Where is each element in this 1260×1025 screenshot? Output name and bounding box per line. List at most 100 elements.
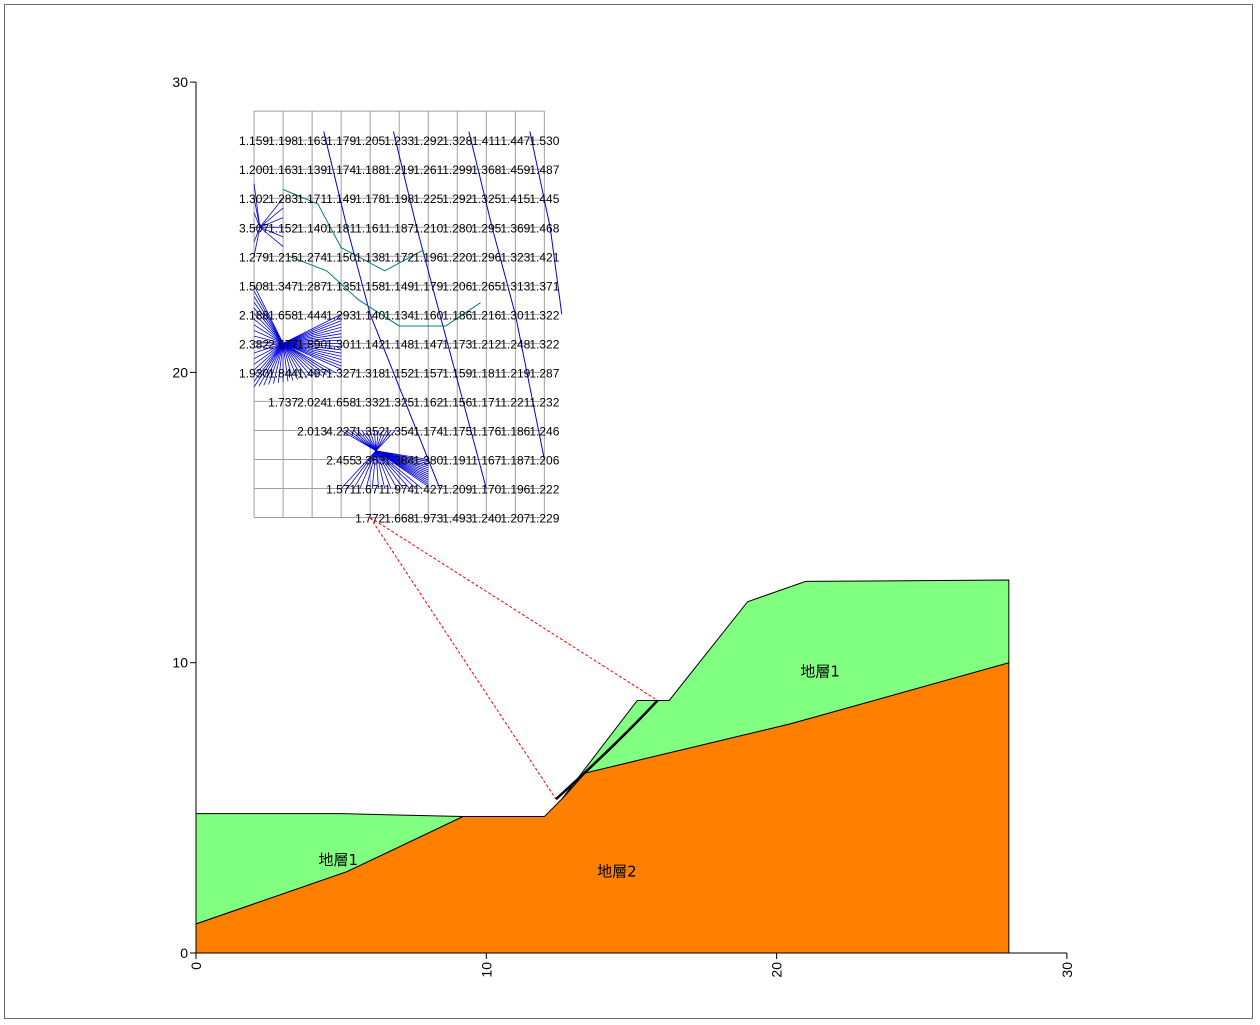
factor-of-safety-value: 1.219 <box>384 163 414 177</box>
factor-of-safety-value: 1.138 <box>355 250 385 264</box>
factor-of-safety-value: 1.167 <box>471 453 501 467</box>
contour-line <box>282 320 342 344</box>
contour-line <box>283 342 342 347</box>
factor-of-safety-value: 1.170 <box>471 483 501 497</box>
factor-of-safety-value: 1.737 <box>268 395 298 409</box>
contour-line <box>375 430 392 452</box>
safety-factor-contours <box>253 131 563 489</box>
factor-of-safety-value: 1.354 <box>384 424 414 438</box>
contour-line <box>259 207 284 228</box>
factor-of-safety-value: 1.508 <box>239 279 269 293</box>
factor-of-safety-value: 1.178 <box>355 192 385 206</box>
layer-labels: 地層1 地層2 地層1 <box>318 662 839 880</box>
factor-of-safety-value: 1.444 <box>297 308 327 322</box>
contour-line <box>282 343 332 375</box>
contour-line <box>282 343 303 380</box>
contour-line <box>253 290 284 344</box>
factor-of-safety-value: 1.187 <box>384 221 414 235</box>
factor-of-safety-value: 1.187 <box>500 453 530 467</box>
contour-line <box>375 450 410 489</box>
contour-line <box>254 342 284 348</box>
factor-of-safety-value: 1.198 <box>268 134 298 148</box>
factor-of-safety-value: 1.280 <box>442 221 472 235</box>
contour-line <box>253 285 284 344</box>
factor-of-safety-value: 1.206 <box>442 279 472 293</box>
factor-of-safety-value: 1.380 <box>413 453 443 467</box>
factor-of-safety-value: 1.974 <box>384 483 414 497</box>
factor-of-safety-value: 1.210 <box>413 221 443 235</box>
factor-of-safety-value: 1.301 <box>500 308 530 322</box>
factor-of-safety-value: 1.191 <box>442 453 472 467</box>
factor-of-safety-value: 1.179 <box>326 134 356 148</box>
contour-line <box>259 226 284 238</box>
factor-of-safety-value: 1.186 <box>442 308 472 322</box>
factor-of-safety-value: 1.369 <box>500 221 530 235</box>
factor-of-safety-value: 1.371 <box>529 279 559 293</box>
factor-of-safety-value: 2.382 <box>239 337 269 351</box>
contour-line <box>253 343 284 376</box>
y-tick-label: 10 <box>172 655 188 671</box>
contour-line <box>253 343 284 388</box>
factor-of-safety-value: 1.299 <box>442 163 472 177</box>
factor-of-safety-value: 1.658 <box>326 395 356 409</box>
factor-of-safety-value: 2.188 <box>239 308 269 322</box>
grid-value-labels: 1.1591.1981.1631.1791.2051.2331.2921.328… <box>239 134 560 525</box>
factor-of-safety-value: 3.363 <box>355 453 385 467</box>
factor-of-safety-value: 1.232 <box>529 395 559 409</box>
factor-of-safety-value: 1.973 <box>413 512 443 526</box>
factor-of-safety-value: 1.212 <box>471 337 501 351</box>
factor-of-safety-value: 1.186 <box>500 424 530 438</box>
factor-of-safety-value: 1.149 <box>326 192 356 206</box>
factor-of-safety-value: 1.139 <box>297 163 327 177</box>
factor-of-safety-value: 1.530 <box>529 134 559 148</box>
factor-of-safety-value: 1.427 <box>413 483 443 497</box>
factor-of-safety-value: 1.328 <box>442 134 472 148</box>
contour-line <box>273 343 284 384</box>
contour-line <box>253 324 284 344</box>
factor-of-safety-value: 1.332 <box>355 395 385 409</box>
factor-of-safety-value: 1.219 <box>500 366 530 380</box>
factor-of-safety-value: 1.347 <box>268 279 298 293</box>
contour-line <box>282 343 308 379</box>
factor-of-safety-value: 1.447 <box>500 134 530 148</box>
factor-of-safety-value: 1.327 <box>326 366 356 380</box>
contour-line <box>392 131 487 489</box>
contour-line <box>282 326 342 344</box>
factor-of-safety-value: 1.135 <box>326 279 356 293</box>
contour-line <box>529 131 563 315</box>
factor-of-safety-value: 1.246 <box>529 424 559 438</box>
factor-of-safety-value: 1.293 <box>326 308 356 322</box>
layer-label: 地層1 <box>318 851 358 869</box>
factor-of-safety-value: 1.209 <box>442 483 472 497</box>
contour-line <box>258 343 284 387</box>
contour-line <box>468 131 545 460</box>
contour-line <box>340 450 377 489</box>
critical-slip <box>369 517 659 801</box>
factor-of-safety-value: 4.227 <box>326 424 356 438</box>
contour-line <box>282 343 323 376</box>
factor-of-safety-value: 1.176 <box>471 424 501 438</box>
x-tick-label: 30 <box>1059 962 1075 978</box>
factor-of-safety-value: 1.421 <box>529 250 559 264</box>
factor-of-safety-value: 1.265 <box>471 279 501 293</box>
contour-line <box>371 450 377 489</box>
factor-of-safety-value: 1.157 <box>413 366 443 380</box>
factor-of-safety-value: 1.325 <box>471 192 501 206</box>
layer-label: 地層1 <box>800 662 840 680</box>
soil-layers <box>195 579 1010 954</box>
factor-of-safety-value: 1.248 <box>500 337 530 351</box>
factor-of-safety-value: 1.671 <box>355 483 385 497</box>
factor-of-safety-value: 1.215 <box>268 250 298 264</box>
contour-line <box>375 450 417 489</box>
factor-of-safety-value: 1.322 <box>529 308 559 322</box>
contour-line <box>254 341 284 344</box>
factor-of-safety-value: 1.668 <box>384 512 414 526</box>
contour-line <box>375 450 423 489</box>
contour-line <box>282 343 298 380</box>
contour-line <box>253 343 284 382</box>
factor-of-safety-value: 1.160 <box>413 308 443 322</box>
contour-line <box>282 317 342 344</box>
contour-line <box>283 342 342 351</box>
factor-of-safety-value: 1.163 <box>297 134 327 148</box>
